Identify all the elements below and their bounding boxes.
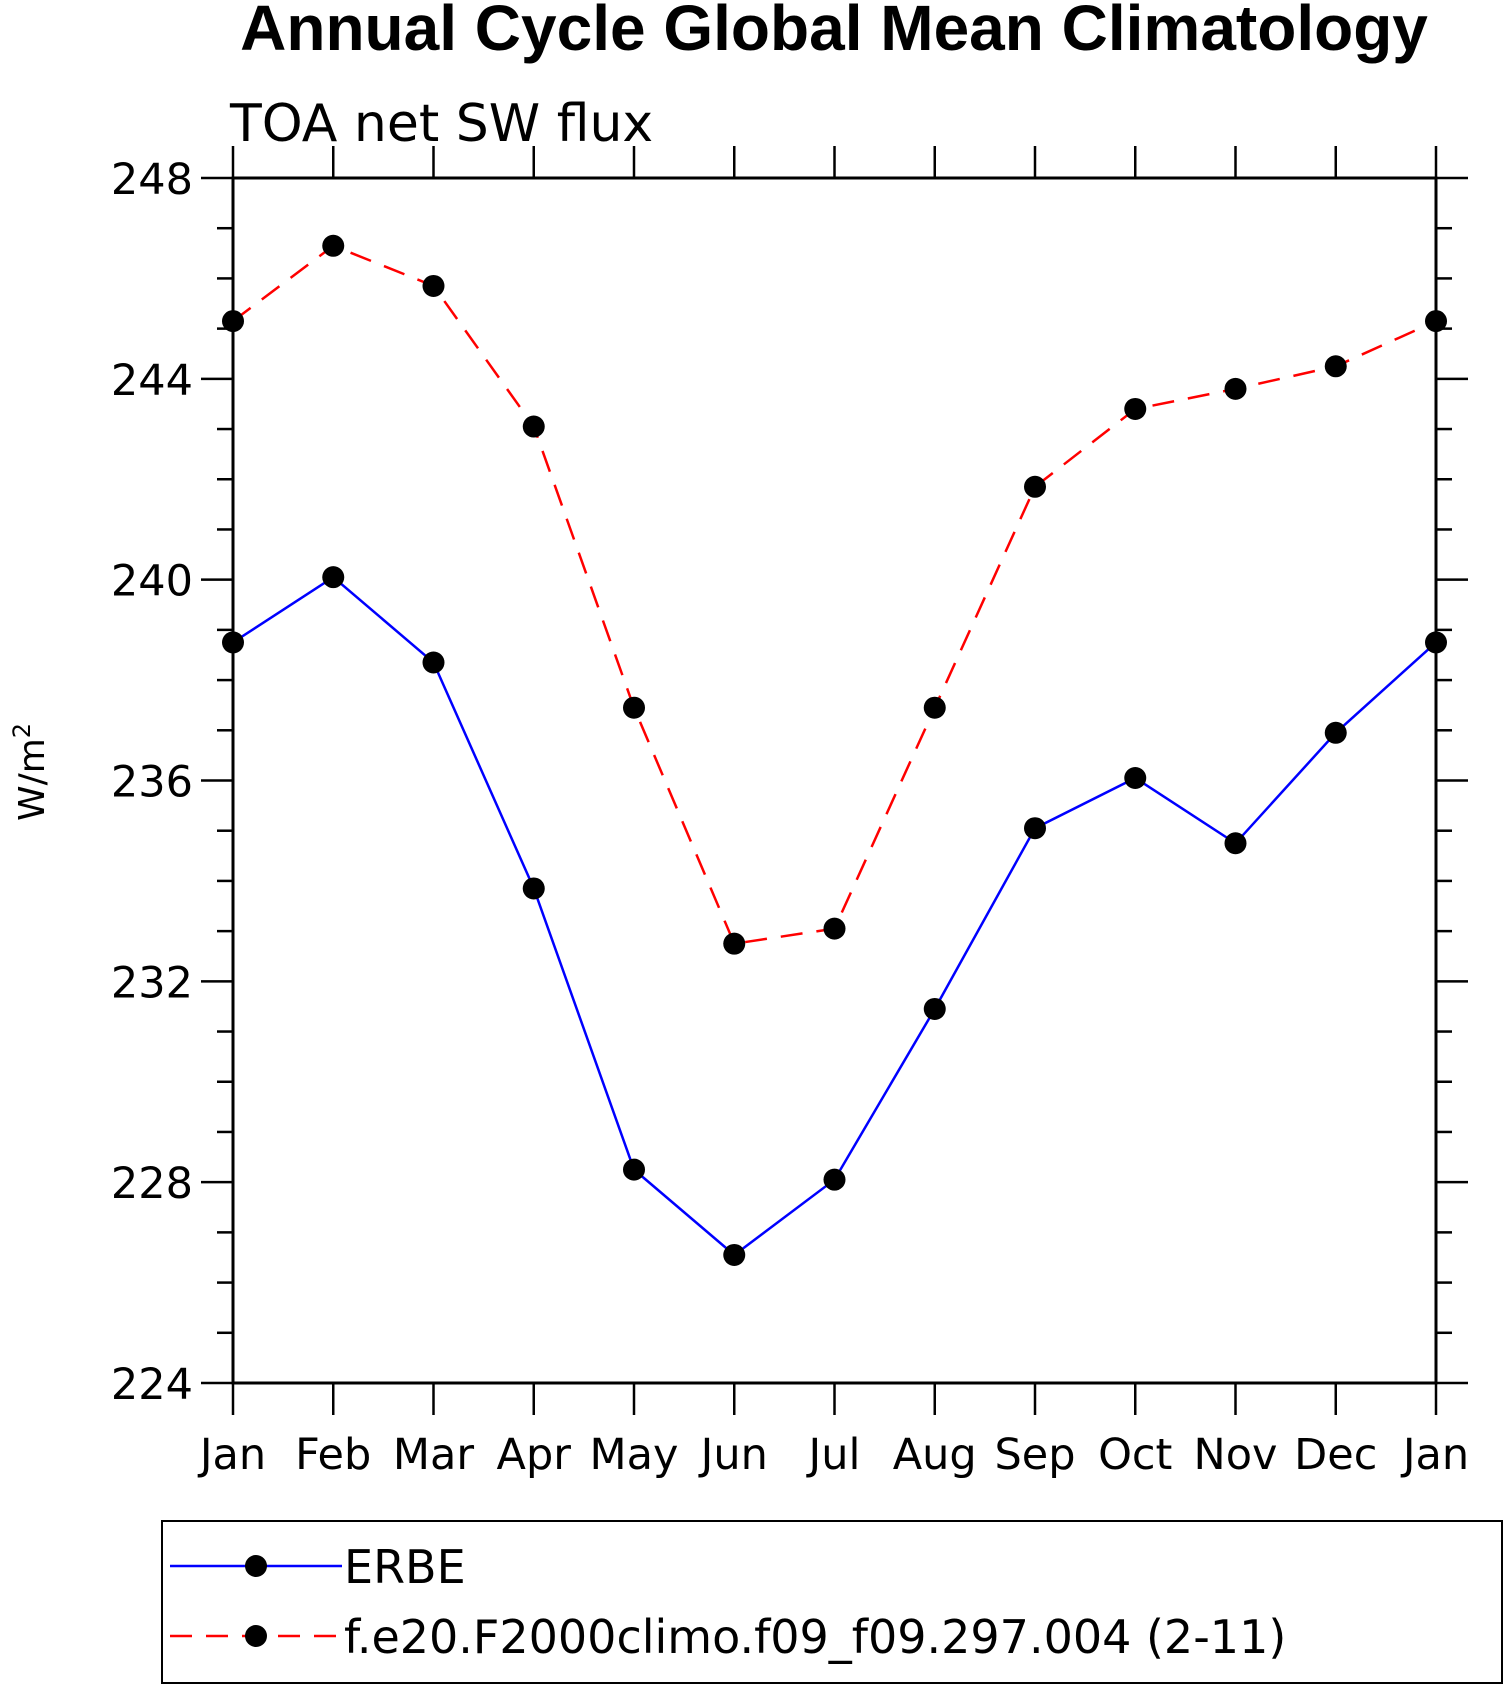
data-point-model bbox=[322, 234, 345, 257]
y-axis-label-superscript: 2 bbox=[8, 723, 36, 738]
x-tick-label: May bbox=[590, 1430, 679, 1480]
series-line-model bbox=[232, 244, 1437, 946]
data-point-erbe bbox=[522, 877, 545, 900]
x-tick-label: Jun bbox=[698, 1430, 768, 1480]
y-tick-label: 248 bbox=[111, 155, 193, 205]
x-tick-label: Feb bbox=[295, 1430, 371, 1480]
data-point-erbe bbox=[422, 651, 445, 674]
data-point-model bbox=[222, 310, 244, 333]
x-tick-label: Jan bbox=[197, 1430, 266, 1480]
series-lines bbox=[232, 244, 1437, 1257]
legend-label-erbe: ERBE bbox=[344, 1540, 466, 1594]
data-point-model bbox=[1024, 475, 1046, 498]
chart-title: Annual Cycle Global Mean Climatology bbox=[240, 0, 1428, 64]
data-point-model bbox=[1425, 310, 1447, 333]
y-tick-label: 224 bbox=[111, 1360, 193, 1410]
y-axis-label-base: W/m bbox=[12, 738, 53, 821]
x-tick-label: Jul bbox=[806, 1430, 861, 1480]
y-tick-label: 240 bbox=[111, 557, 193, 607]
data-point-model bbox=[823, 917, 846, 940]
data-point-erbe bbox=[1024, 817, 1046, 840]
data-point-erbe bbox=[322, 566, 345, 589]
x-tick-label: Nov bbox=[1194, 1430, 1278, 1480]
data-point-erbe bbox=[1124, 766, 1147, 789]
x-tick-label: Apr bbox=[497, 1430, 572, 1480]
legend-box bbox=[161, 1520, 1503, 1684]
legend: ERBE f.e20.F2000climo.f09_f09.297.004 (2… bbox=[161, 1520, 1503, 1684]
data-point-model bbox=[1224, 377, 1247, 400]
data-point-erbe bbox=[1425, 631, 1447, 654]
legend-label-model: f.e20.F2000climo.f09_f09.297.004 (2-11) bbox=[344, 1610, 1286, 1664]
data-point-erbe bbox=[823, 1168, 846, 1191]
y-tick-label: 232 bbox=[111, 958, 193, 1008]
data-point-model bbox=[723, 932, 746, 955]
data-point-erbe bbox=[623, 1158, 645, 1181]
data-point-model bbox=[422, 274, 445, 297]
data-point-model bbox=[522, 415, 545, 438]
data-point-erbe bbox=[1324, 721, 1347, 744]
axes: 224 228 232 236 240 244 248 Jan Feb Mar Apr May Jun J… bbox=[111, 146, 1469, 1480]
series-markers bbox=[222, 234, 1447, 1266]
x-tick-label: Mar bbox=[393, 1430, 474, 1480]
legend-marker-model bbox=[245, 1625, 267, 1647]
y-tick-label: 236 bbox=[111, 758, 193, 808]
data-point-model bbox=[1324, 355, 1347, 378]
x-tick-label: Oct bbox=[1098, 1430, 1172, 1480]
data-point-erbe bbox=[923, 997, 946, 1020]
x-tick-label: Jan bbox=[1400, 1430, 1469, 1480]
data-point-model bbox=[923, 696, 946, 719]
data-point-model bbox=[623, 696, 645, 719]
chart-subtitle: TOA net SW flux bbox=[229, 94, 653, 154]
plot-frame bbox=[231, 176, 1438, 1385]
legend-marker-erbe bbox=[245, 1555, 267, 1577]
y-tick-label: 244 bbox=[111, 356, 193, 406]
x-tick-label: Dec bbox=[1294, 1430, 1377, 1480]
data-point-erbe bbox=[723, 1243, 746, 1266]
x-tick-label: Aug bbox=[893, 1430, 977, 1480]
data-point-erbe bbox=[222, 631, 244, 654]
data-point-erbe bbox=[1224, 832, 1247, 855]
data-point-model bbox=[1124, 397, 1147, 420]
series-line-erbe bbox=[232, 575, 1437, 1257]
x-tick-label: Sep bbox=[994, 1430, 1075, 1480]
y-tick-label: 228 bbox=[111, 1159, 193, 1209]
y-axis-label: W/m2 bbox=[8, 723, 53, 821]
